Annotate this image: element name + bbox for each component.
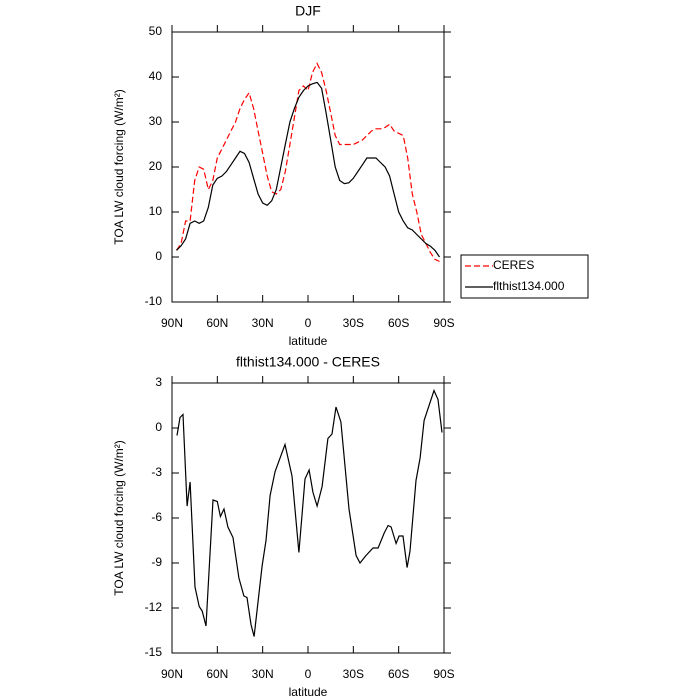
y-tick-label: -9 bbox=[151, 555, 162, 569]
y-tick-label: 10 bbox=[149, 204, 163, 218]
y-tick-label: -15 bbox=[145, 645, 163, 659]
x-tick-label: 60S bbox=[388, 667, 409, 681]
y-tick-label: -3 bbox=[151, 465, 162, 479]
y-axis-label: TOA LW cloud forcing (W/m²) bbox=[112, 89, 126, 245]
x-tick-label: 60N bbox=[206, 667, 228, 681]
x-tick-label: 0 bbox=[305, 667, 312, 681]
x-tick-label: 0 bbox=[305, 316, 312, 330]
y-tick-label: 30 bbox=[149, 114, 163, 128]
x-tick-label: 30N bbox=[252, 316, 274, 330]
y-tick-label: 20 bbox=[149, 159, 163, 173]
chart-title: flthist134.000 - CERES bbox=[236, 354, 380, 370]
y-tick-label: 0 bbox=[155, 249, 162, 263]
x-tick-label: 30S bbox=[343, 667, 364, 681]
x-tick-label: 90N bbox=[161, 316, 183, 330]
x-tick-label: 90N bbox=[161, 667, 183, 681]
y-axis-label: TOA LW cloud forcing (W/m²) bbox=[112, 440, 126, 596]
x-tick-label: 90S bbox=[433, 316, 454, 330]
data-line bbox=[176, 81, 440, 258]
x-tick-label: 60S bbox=[388, 316, 409, 330]
y-tick-label: -12 bbox=[145, 600, 163, 614]
legend-box bbox=[460, 254, 589, 299]
chart-title: DJF bbox=[295, 3, 321, 19]
x-tick-label: 30S bbox=[343, 316, 364, 330]
plot-frame bbox=[171, 31, 445, 303]
x-axis-label: latitude bbox=[289, 685, 328, 699]
data-line bbox=[176, 388, 443, 637]
y-tick-label: 40 bbox=[149, 69, 163, 83]
y-tick-label: 0 bbox=[155, 420, 162, 434]
y-tick-label: -10 bbox=[145, 294, 163, 308]
x-axis-label: latitude bbox=[289, 334, 328, 348]
legend-label: CERES bbox=[493, 258, 534, 272]
legend-label: flthist134.000 bbox=[493, 279, 565, 293]
plot-frame bbox=[171, 382, 445, 654]
data-line bbox=[176, 62, 440, 263]
y-tick-label: -6 bbox=[151, 510, 162, 524]
y-tick-label: 3 bbox=[155, 375, 162, 389]
y-tick-label: 50 bbox=[149, 24, 163, 38]
x-tick-label: 90S bbox=[433, 667, 454, 681]
x-tick-label: 60N bbox=[206, 316, 228, 330]
legend: CERES flthist134.000 bbox=[460, 254, 589, 299]
x-tick-label: 30N bbox=[252, 667, 274, 681]
